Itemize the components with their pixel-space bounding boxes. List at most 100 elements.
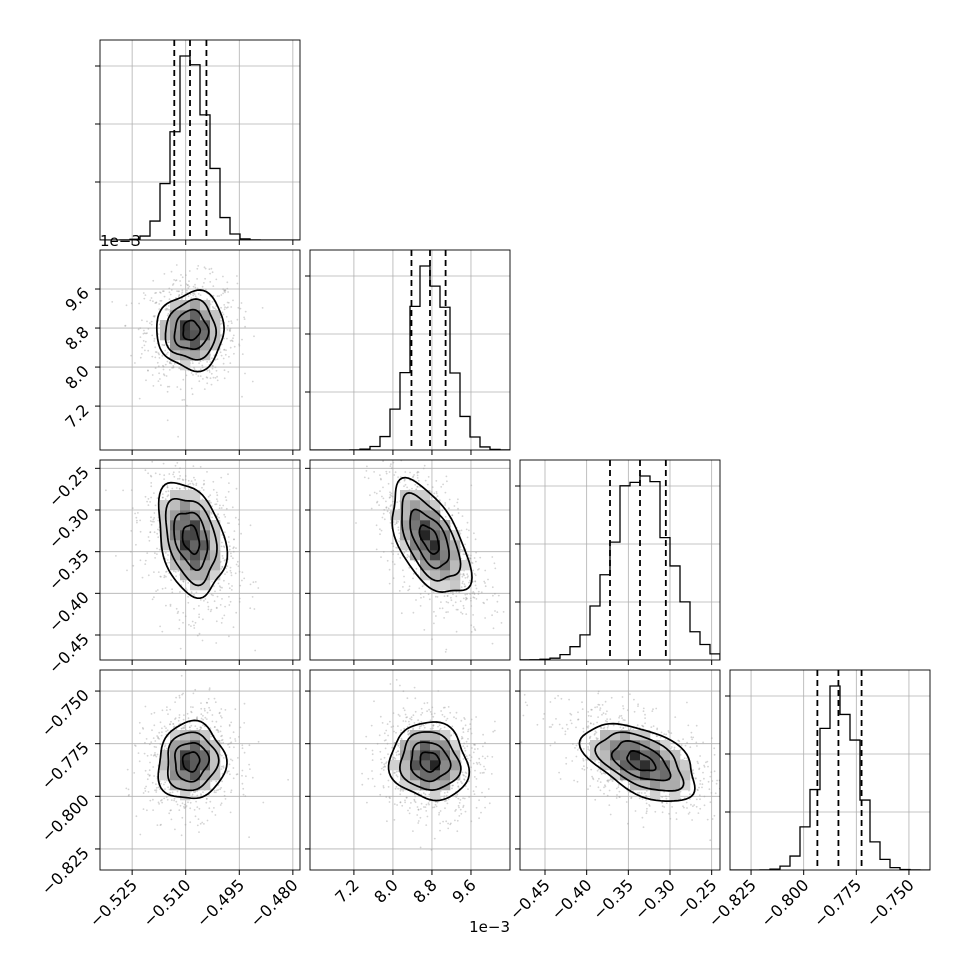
sample-point — [444, 800, 446, 803]
sample-point — [127, 795, 130, 797]
sample-point — [444, 651, 447, 653]
sample-point — [193, 368, 196, 371]
sample-point — [392, 725, 395, 728]
sample-point — [469, 579, 471, 582]
sample-point — [448, 507, 450, 510]
sample-point — [408, 566, 411, 569]
sample-point — [244, 372, 246, 375]
density-cell — [460, 560, 471, 571]
sample-point — [181, 693, 184, 696]
sample-point — [456, 501, 459, 504]
sample-point — [163, 797, 166, 800]
sample-point — [453, 505, 456, 507]
sample-point — [157, 801, 160, 804]
sample-point — [234, 738, 237, 740]
sample-point — [232, 777, 235, 780]
sample-point — [201, 364, 204, 367]
density-cell — [210, 340, 221, 351]
sample-point — [466, 593, 468, 595]
sample-point — [474, 744, 476, 746]
density-cell — [440, 540, 451, 551]
sample-point — [211, 505, 213, 508]
sample-point — [164, 587, 167, 589]
sample-point — [210, 372, 213, 375]
sample-point — [421, 585, 424, 588]
sample-point — [190, 297, 193, 300]
sample-point — [149, 501, 152, 503]
sample-point — [224, 289, 227, 292]
density-cell — [430, 520, 441, 531]
sample-point — [222, 292, 225, 295]
sample-point — [403, 709, 406, 712]
sample-point — [590, 715, 592, 718]
sample-point — [464, 785, 467, 787]
sample-point — [244, 795, 247, 797]
sample-point — [158, 803, 161, 805]
sample-point — [166, 385, 169, 388]
sample-point — [222, 362, 225, 365]
sample-point — [192, 291, 195, 294]
sample-point — [155, 291, 158, 294]
sample-point — [206, 711, 209, 714]
sample-point — [478, 799, 480, 802]
sample-point — [214, 358, 217, 361]
sample-point — [220, 735, 223, 738]
sample-point — [211, 367, 214, 370]
sample-point — [166, 458, 168, 460]
sample-point — [226, 281, 229, 284]
sample-point — [491, 614, 493, 617]
sample-point — [380, 556, 382, 558]
sample-point — [174, 464, 177, 467]
sample-point — [135, 815, 138, 818]
sample-point — [430, 713, 433, 715]
sample-point — [423, 806, 425, 808]
sample-point — [190, 592, 193, 595]
sample-point — [432, 715, 435, 718]
sample-point — [463, 778, 465, 781]
sample-point — [181, 802, 184, 805]
sample-point — [222, 557, 225, 560]
sample-point — [204, 709, 206, 712]
sample-point — [162, 373, 165, 376]
sample-point — [167, 305, 170, 307]
sample-point — [472, 614, 474, 616]
sample-point — [233, 538, 235, 541]
sample-point — [397, 713, 400, 716]
density-cell — [160, 500, 171, 511]
sample-point — [474, 584, 477, 587]
density-cell — [180, 790, 191, 801]
sample-point — [218, 711, 221, 714]
density-cell — [200, 310, 211, 321]
contour-level-0 — [418, 524, 440, 555]
sample-point — [216, 379, 219, 382]
sample-point — [160, 799, 162, 802]
sample-point — [223, 513, 226, 516]
sample-point — [195, 373, 198, 375]
sample-point — [229, 330, 232, 332]
density-cell — [170, 510, 181, 521]
sample-point — [405, 796, 408, 799]
density-cell — [200, 520, 211, 531]
sample-point — [412, 728, 414, 731]
sample-point — [154, 455, 156, 457]
sample-point — [168, 788, 171, 791]
sample-point — [227, 320, 230, 323]
sample-point — [175, 487, 178, 489]
sample-point — [393, 730, 395, 733]
sample-point — [149, 322, 151, 324]
sample-point — [227, 541, 230, 543]
sample-point — [435, 480, 438, 482]
sample-point — [152, 809, 155, 811]
density-cell — [200, 560, 211, 571]
sample-point — [161, 731, 163, 733]
sample-point — [217, 729, 220, 732]
sample-point — [417, 486, 419, 488]
contour-level-3 — [155, 289, 225, 373]
sample-point — [178, 477, 181, 480]
sample-point — [587, 725, 590, 727]
sample-point — [460, 548, 463, 551]
sample-point — [229, 327, 232, 330]
sample-point — [135, 443, 137, 445]
sample-point — [156, 532, 159, 535]
